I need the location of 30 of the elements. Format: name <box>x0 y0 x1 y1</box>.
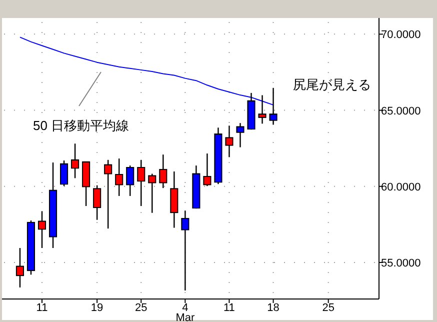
candlestick <box>137 159 146 207</box>
candlestick <box>236 122 244 148</box>
x-tick-label: 19 <box>90 302 104 314</box>
candlestick <box>181 210 190 292</box>
candlestick <box>104 159 112 230</box>
annotation: 尻尾が見える <box>293 77 371 92</box>
x-tick-label: 18 <box>267 302 280 314</box>
candlestick <box>148 173 156 214</box>
candlestick <box>16 247 24 288</box>
y-tick-label: 55.0000 <box>381 257 421 270</box>
candlestick <box>203 152 212 187</box>
candlestick <box>170 170 178 228</box>
x-tick-label: 25 <box>322 302 334 314</box>
candlestick <box>115 158 124 197</box>
candlestick <box>225 125 234 158</box>
y-tick-label: 70.0000 <box>381 29 421 42</box>
candlestick <box>93 184 102 220</box>
candlestick <box>60 160 68 187</box>
x-tick-label: 4 Mar <box>176 302 195 322</box>
candlestick <box>71 143 80 179</box>
y-tick-label: 60.0000 <box>381 181 421 194</box>
y-tick-label: 65.0000 <box>381 105 421 118</box>
x-tick-label: 25 <box>134 302 148 314</box>
candlestick <box>126 164 134 197</box>
candlestick <box>258 94 266 124</box>
x-tick-label: 11 <box>36 302 48 314</box>
candlestick <box>159 154 168 189</box>
annotation: 50 日移動平均線 <box>33 118 130 133</box>
candlestick <box>38 210 46 249</box>
x-tick-label: 11 <box>224 302 235 314</box>
